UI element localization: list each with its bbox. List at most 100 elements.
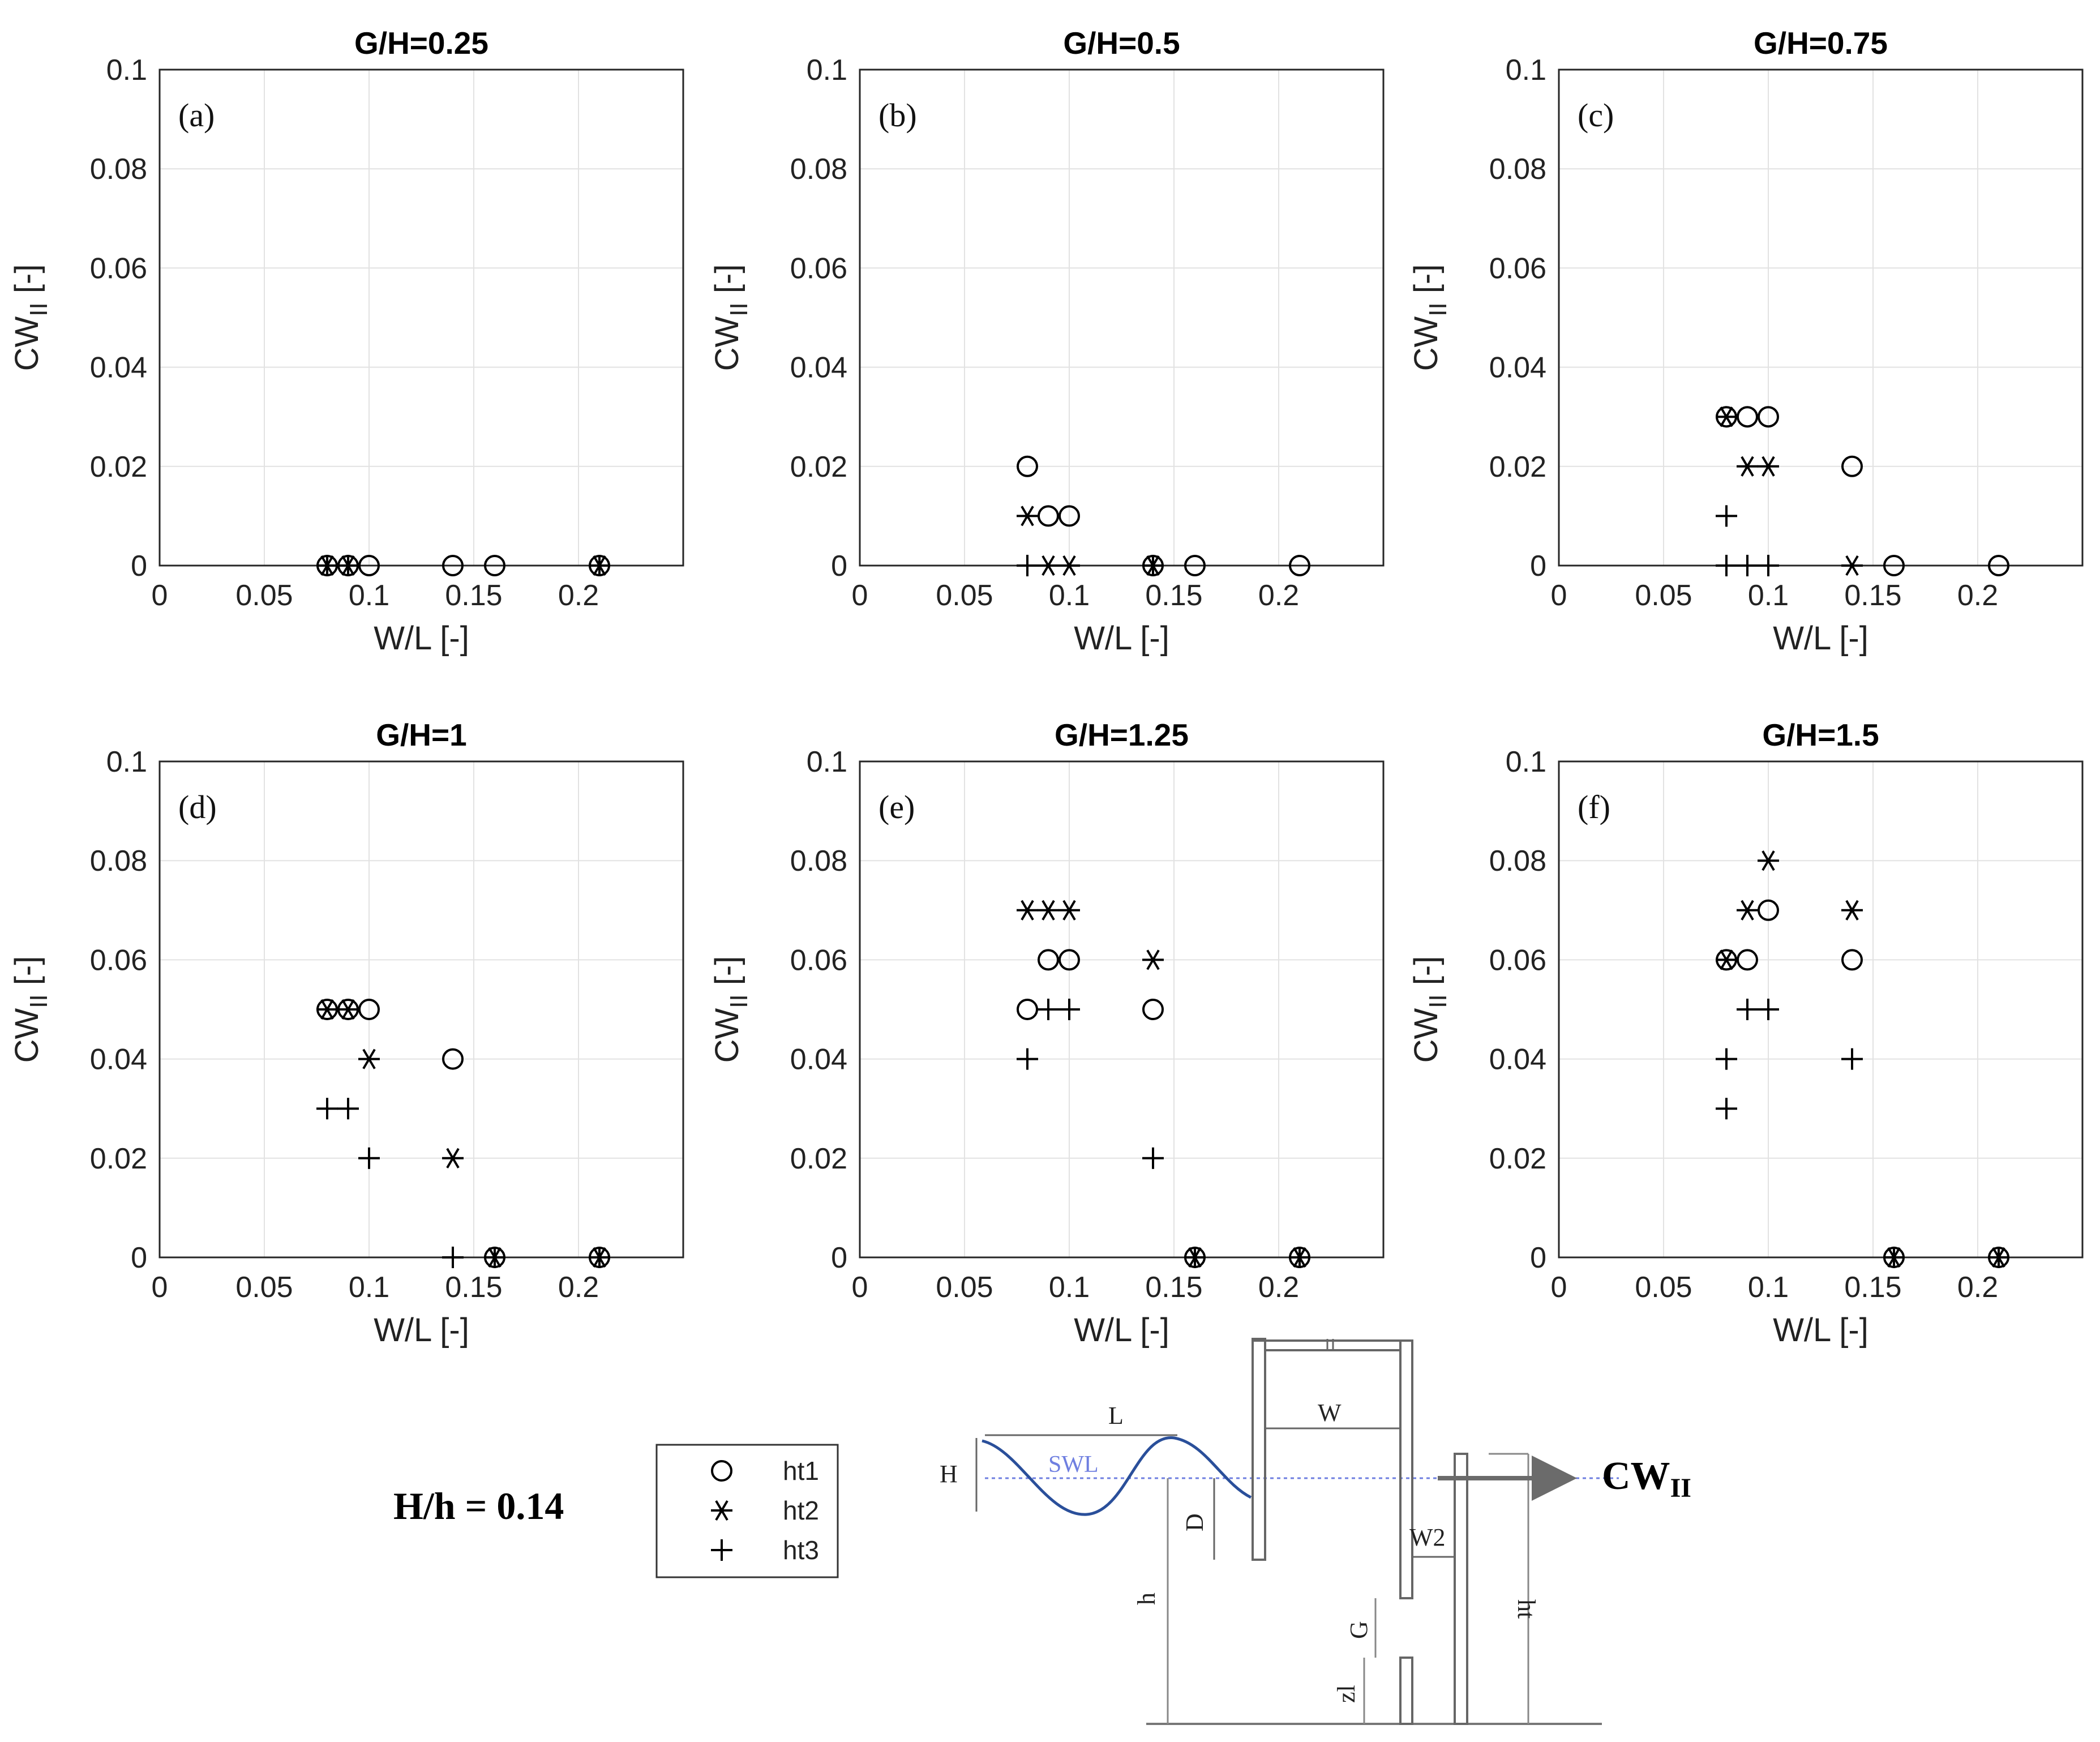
marker-ht3 [316, 1098, 338, 1120]
marker-ht3 [1737, 999, 1758, 1020]
y-tick-label: 0.02 [790, 1142, 847, 1175]
marker-ht2 [1017, 506, 1038, 527]
plot-area [160, 761, 683, 1257]
marker-ht3 [1038, 999, 1059, 1020]
rear-wall-lower [1399, 1657, 1413, 1725]
plot-area [1559, 761, 2082, 1257]
legend: ht1 ht2 ht3 [655, 1444, 839, 1578]
marker-ht3 [1758, 555, 1779, 576]
panel-4: 0 0.05 0.1 0.15 0.2 0 0.02 0.04 0.06 0.08 0.1 G/H=1… [709, 717, 1385, 1349]
transmission-wall [1454, 1453, 1468, 1725]
x-tick-label: 0.15 [445, 579, 502, 612]
legend-circle-marker [711, 1460, 732, 1482]
legend-item-ht2: ht2 [711, 1496, 819, 1525]
marker-ht3 [1058, 999, 1080, 1020]
y-tick-label: 0.06 [1489, 252, 1546, 285]
y-axis-label: CWII [-] [709, 956, 753, 1063]
y-tick-label: 0.08 [90, 845, 147, 878]
marker-ht2 [1038, 555, 1059, 576]
y-tick-label: 0.04 [790, 1043, 847, 1076]
marker-ht3 [1716, 1098, 1737, 1120]
marker-ht1 [1841, 455, 1863, 477]
x-tick-label: 0.15 [445, 1271, 502, 1304]
plot-area [860, 761, 1383, 1257]
marker-ht3 [1017, 555, 1038, 576]
x-tick-label: 0.15 [1145, 1271, 1202, 1304]
y-axis-label: CWII [-] [1408, 264, 1452, 371]
marker-ht2 [1737, 456, 1758, 477]
panel-5: 0 0.05 0.1 0.15 0.2 0 0.02 0.04 0.06 0.08 0.1 G/H=1… [1408, 717, 2084, 1349]
panel-title: G/H=0.75 [1754, 25, 1888, 61]
x-tick-label: 0.15 [1844, 579, 1901, 612]
x-tick-label: 0.15 [1145, 579, 1202, 612]
marker-ht1 [442, 555, 464, 576]
marker-ht1 [1058, 505, 1080, 527]
y-axis-label: CWII [-] [8, 264, 53, 371]
x-tick-label: 0 [1551, 1271, 1567, 1304]
marker-ht3 [1716, 1048, 1737, 1070]
marker-ht1 [1017, 999, 1038, 1020]
x-axis-label: W/L [-] [374, 1312, 469, 1349]
x-tick-label: 0 [152, 1271, 168, 1304]
axes-box [859, 760, 1385, 1259]
marker-ht2 [1841, 900, 1863, 921]
marker-ht1 [1841, 949, 1863, 971]
y-tick-label: 0.1 [106, 54, 147, 87]
marker-ht3 [337, 555, 359, 576]
marker-ht3 [1142, 1147, 1164, 1169]
x-tick-label: 0.2 [1957, 1271, 1998, 1304]
y-tick-label: 0.1 [106, 746, 147, 778]
panel-2: 0 0.05 0.1 0.15 0.2 0 0.02 0.04 0.06 0.08 0.1 G/H=0… [1408, 25, 2084, 657]
y-tick-label: 0.04 [90, 1043, 147, 1076]
plot-area [860, 70, 1383, 566]
y-tick-label: 0.08 [1489, 845, 1546, 878]
x-axis-label: W/L [-] [1074, 1312, 1169, 1349]
marker-ht3 [337, 1098, 359, 1120]
marker-ht2 [1758, 456, 1779, 477]
marker-ht1 [1017, 455, 1038, 477]
marker-ht1 [442, 1048, 464, 1070]
legend-item-ht1: ht1 [711, 1456, 819, 1486]
marker-ht2 [1716, 949, 1737, 970]
y-tick-label: 0.06 [1489, 944, 1546, 977]
x-tick-label: 0.1 [1049, 579, 1090, 612]
marker-ht3 [1883, 1247, 1905, 1268]
marker-ht1 [1038, 505, 1059, 527]
x-tick-label: 0.2 [558, 1271, 599, 1304]
marker-ht1 [1058, 949, 1080, 971]
x-tick-label: 0.1 [1748, 579, 1789, 612]
x-tick-label: 0.1 [349, 1271, 389, 1304]
x-tick-label: 0.2 [1258, 579, 1299, 612]
marker-ht2 [1017, 900, 1038, 921]
plot-panels: 0 0.05 0.1 0.15 0.2 0 0.02 0.04 0.06 0.08 0.1 G/H=0… [8, 25, 2084, 1349]
x-tick-label: 0.05 [936, 579, 993, 612]
x-tick-label: 0.05 [1635, 579, 1692, 612]
x-tick-label: 0.1 [1049, 1271, 1090, 1304]
y-axis-label: CWII [-] [8, 956, 53, 1063]
y-tick-label: 0.04 [790, 352, 847, 384]
y-axis-label: CWII [-] [709, 264, 753, 371]
x-axis-label: W/L [-] [1773, 620, 1868, 657]
marker-ht1 [358, 999, 380, 1020]
plot-area [1559, 70, 2082, 566]
marker-ht2 [1737, 900, 1758, 921]
plot-area [160, 70, 683, 566]
marker-ht2 [337, 999, 359, 1020]
label-zl: zl [1332, 1685, 1360, 1703]
marker-ht3 [1184, 1247, 1206, 1268]
x-tick-label: 0 [852, 1271, 868, 1304]
y-tick-label: 0.02 [790, 451, 847, 483]
x-tick-label: 0.2 [558, 579, 599, 612]
x-tick-label: 0.15 [1844, 1271, 1901, 1304]
label-W: W [1318, 1399, 1342, 1427]
y-tick-label: 0.06 [790, 944, 847, 977]
y-tick-label: 0.02 [90, 451, 147, 483]
label-ht: ht [1512, 1599, 1540, 1619]
legend-box [655, 1444, 839, 1578]
marker-ht1 [1758, 406, 1779, 428]
y-tick-label: 0 [131, 550, 147, 583]
y-tick-label: 0.02 [90, 1142, 147, 1175]
panel-0: 0 0.05 0.1 0.15 0.2 0 0.02 0.04 0.06 0.08 0.1 G/H=0… [8, 25, 684, 657]
panel-letter: (c) [1578, 97, 1614, 134]
